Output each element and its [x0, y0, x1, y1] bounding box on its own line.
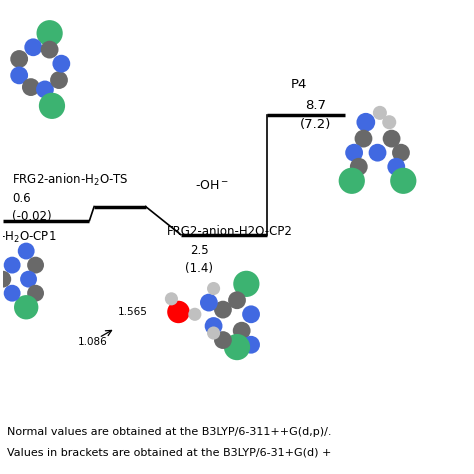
Circle shape: [387, 158, 405, 176]
Circle shape: [167, 301, 190, 323]
Circle shape: [27, 285, 44, 301]
Circle shape: [18, 243, 35, 259]
Circle shape: [39, 93, 65, 119]
Circle shape: [10, 66, 28, 84]
Circle shape: [27, 257, 44, 273]
Circle shape: [224, 334, 250, 360]
Circle shape: [390, 168, 417, 194]
Circle shape: [383, 130, 401, 147]
Circle shape: [10, 50, 28, 68]
Circle shape: [36, 81, 54, 98]
Text: n-H$_2$O-CP1: n-H$_2$O-CP1: [0, 230, 57, 245]
Circle shape: [20, 271, 37, 288]
Circle shape: [356, 113, 375, 132]
Text: FRG2-anion-H2O-CP2: FRG2-anion-H2O-CP2: [167, 225, 292, 238]
Circle shape: [4, 257, 20, 273]
Text: Values in brackets are obtained at the B3LYP/6-31+G(d) +: Values in brackets are obtained at the B…: [8, 448, 332, 458]
Circle shape: [242, 305, 260, 323]
Text: 0.6: 0.6: [12, 192, 31, 206]
Text: 8.7: 8.7: [305, 99, 326, 112]
Text: 1.086: 1.086: [78, 337, 108, 347]
Circle shape: [345, 144, 363, 162]
Circle shape: [214, 331, 232, 349]
Text: Normal values are obtained at the B3LYP/6-311++G(d,p)/.: Normal values are obtained at the B3LYP/…: [8, 427, 332, 437]
Circle shape: [392, 144, 410, 162]
Circle shape: [355, 130, 373, 147]
Circle shape: [369, 144, 386, 162]
Text: 2.5: 2.5: [190, 244, 209, 257]
Circle shape: [24, 38, 42, 56]
Circle shape: [382, 115, 396, 129]
Text: -OH$^-$: -OH$^-$: [195, 179, 229, 192]
Text: FRG2-anion-H$_2$O-TS: FRG2-anion-H$_2$O-TS: [12, 172, 128, 188]
Circle shape: [41, 41, 58, 58]
Circle shape: [205, 317, 222, 335]
Text: (7.2): (7.2): [300, 118, 332, 130]
Circle shape: [165, 292, 178, 305]
Circle shape: [233, 322, 251, 339]
Circle shape: [4, 285, 20, 301]
Circle shape: [188, 308, 201, 321]
Circle shape: [214, 301, 232, 319]
Circle shape: [338, 168, 365, 194]
Circle shape: [36, 20, 63, 46]
Circle shape: [50, 71, 68, 89]
Text: 1.565: 1.565: [118, 307, 147, 317]
Circle shape: [14, 295, 38, 319]
Circle shape: [22, 78, 40, 96]
Circle shape: [350, 158, 368, 176]
Circle shape: [0, 271, 11, 288]
Circle shape: [207, 282, 220, 295]
Circle shape: [233, 271, 259, 297]
Circle shape: [373, 106, 387, 120]
Circle shape: [207, 327, 220, 339]
Text: (-0.02): (-0.02): [12, 210, 52, 223]
Circle shape: [228, 292, 246, 309]
Text: (1.4): (1.4): [185, 262, 213, 275]
Circle shape: [53, 55, 70, 73]
Text: P4: P4: [291, 78, 307, 91]
Circle shape: [242, 336, 260, 354]
Circle shape: [200, 294, 218, 311]
